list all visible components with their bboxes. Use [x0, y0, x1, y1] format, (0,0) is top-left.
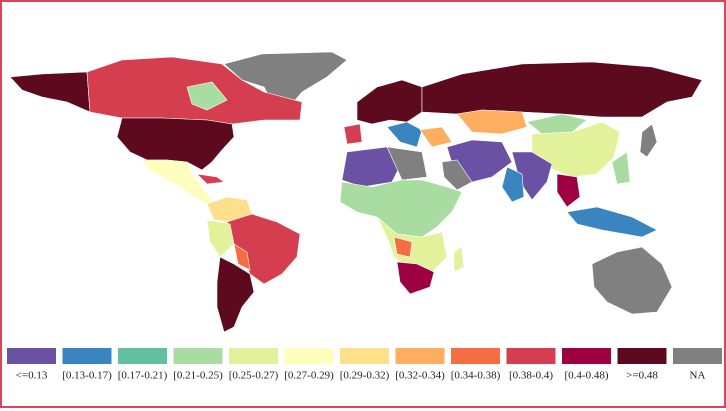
legend-swatch — [506, 348, 556, 364]
region — [206, 219, 235, 258]
region — [501, 166, 525, 203]
region — [233, 243, 251, 271]
region — [566, 206, 658, 238]
region — [196, 173, 225, 185]
legend-swatch — [62, 348, 112, 364]
legend-label: [0.21-0.25) — [173, 370, 223, 382]
region — [216, 256, 255, 333]
legend-label: [0.25-0.27) — [229, 370, 279, 382]
region — [376, 216, 448, 273]
region — [441, 159, 473, 191]
legend-label: [0.32-0.34) — [395, 370, 445, 382]
legend: <=0.13 [0.13-0.17) [0.17-0.21) [0.21-0.25) [… — [7, 348, 722, 382]
legend-label: <=0.13 — [16, 370, 48, 382]
region — [393, 236, 413, 258]
region — [396, 261, 435, 295]
region — [339, 179, 463, 238]
legend-label: NA — [690, 370, 706, 382]
legend-swatch — [451, 348, 500, 364]
legend-swatch — [617, 348, 667, 364]
legend-label: [0.29-0.32) — [340, 370, 390, 382]
legend-label: [0.38-0.4) — [509, 370, 553, 382]
region — [356, 79, 423, 125]
region — [9, 71, 91, 113]
region — [421, 61, 703, 118]
legend-label: [0.17-0.21) — [118, 370, 168, 382]
legend-label: >=0.48 — [626, 370, 658, 382]
region — [386, 121, 423, 148]
region — [526, 113, 588, 135]
world-map: <=0.13 [0.13-0.17) [0.17-0.21) [0.21-0.25) [… — [7, 51, 722, 382]
region — [386, 146, 428, 181]
legend-label: [0.4-0.48) — [565, 370, 609, 382]
region — [453, 246, 465, 273]
legend-swatch — [173, 348, 223, 364]
legend-label: [0.13-0.17) — [62, 370, 112, 382]
legend-swatch — [118, 348, 167, 364]
region — [186, 81, 228, 111]
region — [223, 51, 348, 111]
region — [141, 159, 213, 205]
region — [419, 126, 453, 148]
region — [611, 151, 631, 185]
region — [556, 173, 581, 208]
legend-swatch — [562, 348, 611, 364]
region — [116, 117, 235, 171]
legend-swatch — [284, 348, 334, 364]
legend-swatch — [340, 348, 389, 364]
region — [343, 123, 363, 145]
legend-swatch — [395, 348, 445, 364]
region — [591, 246, 673, 315]
region — [639, 123, 658, 158]
legend-swatch — [673, 348, 722, 364]
legend-label: [0.34-0.38) — [451, 370, 501, 382]
legend-label: [0.27-0.29) — [284, 370, 334, 382]
map-shapes — [9, 51, 703, 333]
legend-swatch — [7, 348, 56, 364]
legend-swatch — [229, 348, 278, 364]
region — [456, 109, 528, 135]
